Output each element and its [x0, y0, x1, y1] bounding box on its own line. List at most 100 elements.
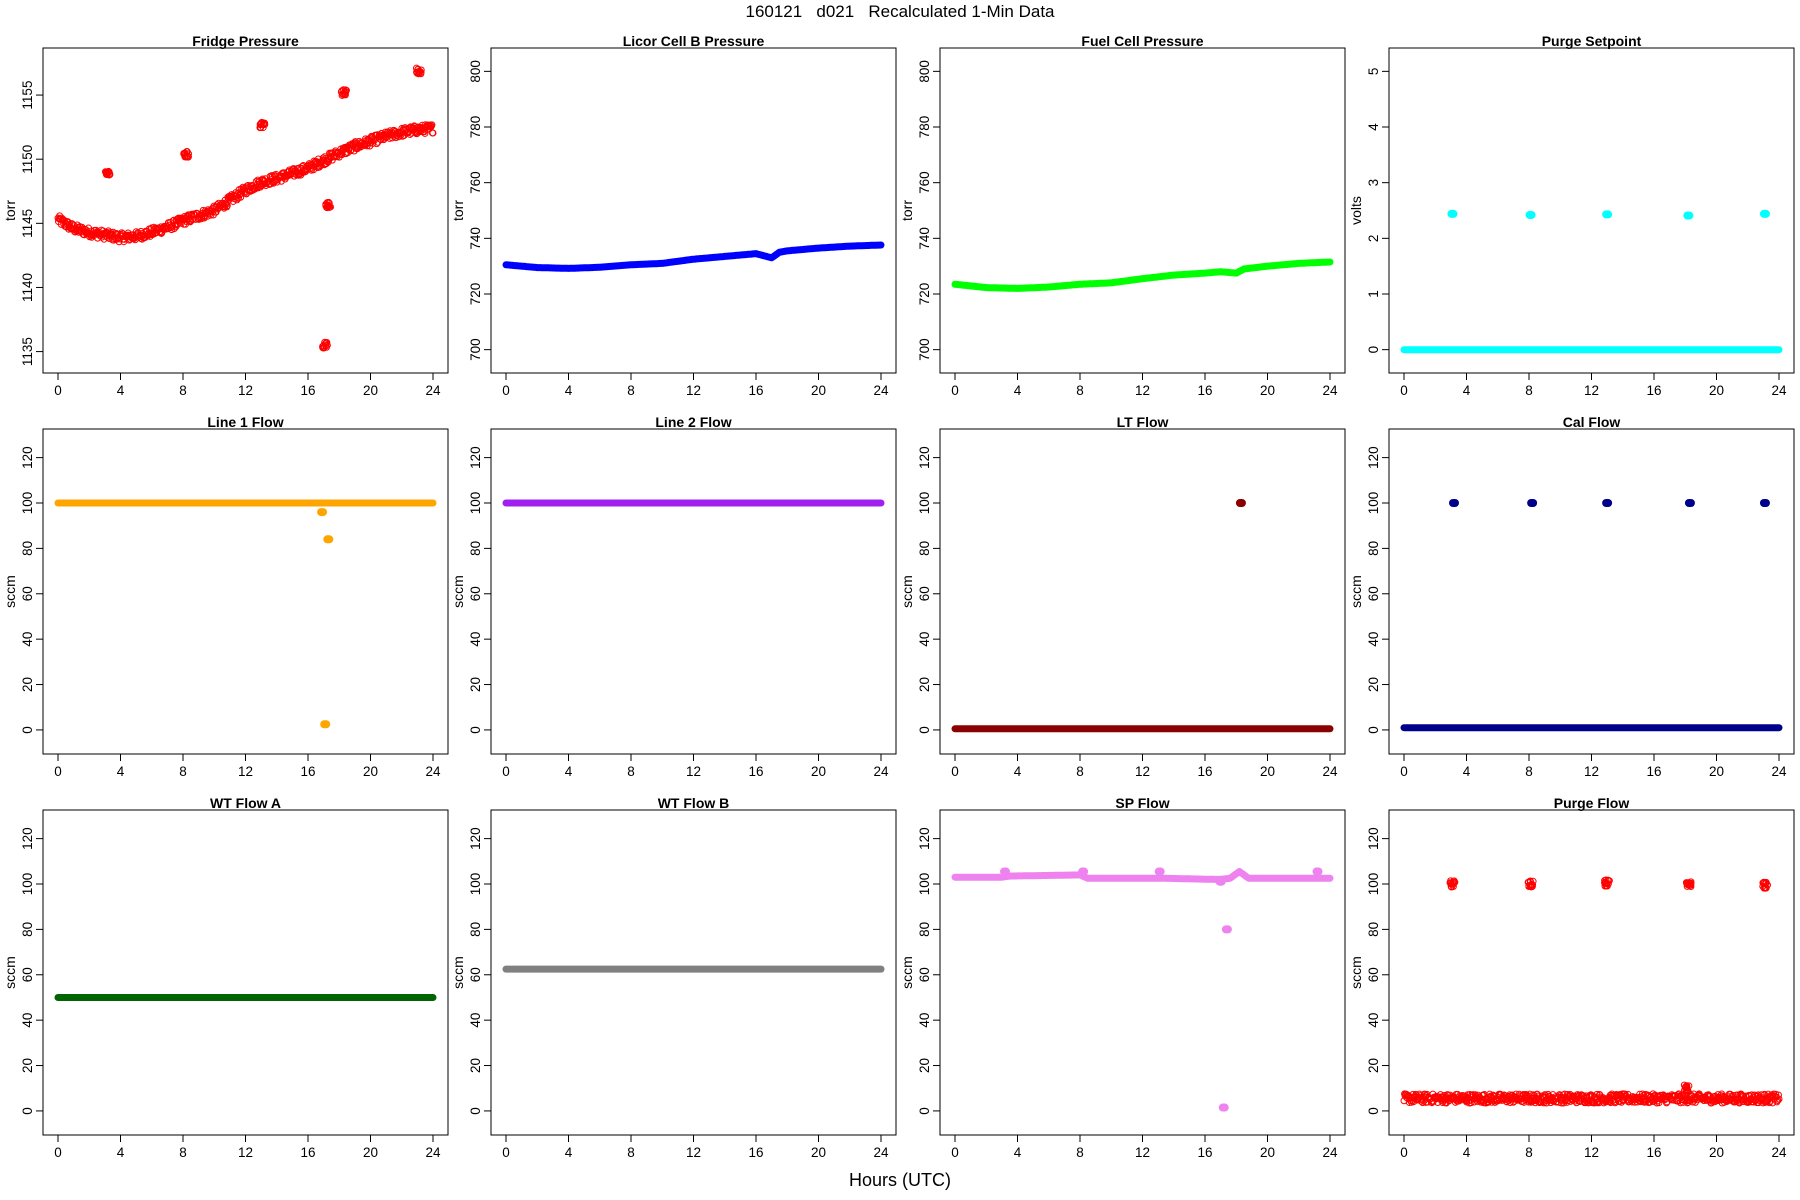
data-point	[428, 121, 436, 129]
x-tick-label: 8	[179, 1145, 187, 1160]
y-tick-label: 80	[20, 541, 35, 556]
y-tick-label: 700	[917, 338, 932, 361]
data-point	[1686, 881, 1694, 889]
data-point	[1759, 209, 1770, 218]
y-tick-label: 3	[1366, 179, 1381, 187]
y-tick-label: 720	[468, 283, 483, 306]
plot-frame	[939, 47, 1346, 374]
data-point	[1419, 1099, 1427, 1107]
y-tick-label: 780	[468, 116, 483, 139]
plot-frame	[939, 428, 1346, 755]
data-point	[1527, 499, 1538, 507]
data-point	[1447, 879, 1455, 887]
x-tick-label: 24	[1322, 383, 1338, 398]
data-point	[68, 220, 76, 228]
panel-title: WT Flow B	[658, 795, 730, 811]
data-point	[1446, 879, 1454, 887]
data-point	[1447, 883, 1455, 891]
y-tick-label: 80	[1366, 922, 1381, 937]
data-point	[1000, 867, 1010, 876]
x-tick-label: 24	[1322, 1145, 1338, 1160]
y-tick-label: 80	[468, 541, 483, 556]
y-tick-label: 80	[1366, 541, 1381, 556]
y-tick-label: 20	[1366, 677, 1381, 692]
y-tick-label: 120	[20, 446, 35, 469]
x-tick-label: 20	[1260, 1145, 1275, 1160]
y-tick-label: 40	[468, 1013, 483, 1028]
y-tick-label: 20	[917, 677, 932, 692]
x-tick-label: 8	[1076, 383, 1084, 398]
plot-frame	[1388, 428, 1795, 755]
y-tick-label: 120	[1366, 446, 1381, 469]
x-tick-label: 8	[1525, 764, 1533, 779]
data-point	[104, 169, 112, 177]
x-tick-label: 4	[117, 383, 125, 398]
series-band	[502, 241, 885, 272]
chart-panel: WT Flow A sccm 0 4 8 12 16 20 24 0 20 40 60 80 100 120	[2, 795, 449, 1160]
data-point	[1526, 878, 1534, 886]
x-tick-label: 0	[502, 1145, 510, 1160]
y-tick-label: 100	[468, 492, 483, 515]
data-point	[1312, 867, 1323, 876]
data-point	[1526, 1090, 1534, 1098]
data-point	[1683, 1082, 1691, 1090]
x-tick-label: 4	[565, 1145, 573, 1160]
y-tick-label: 40	[917, 1013, 932, 1028]
y-tick-label: 0	[20, 1107, 35, 1115]
chart-panel: Licor Cell B Pressure torr 0 4 8 12 16 20 24 700 7…	[450, 33, 897, 398]
x-tick-label: 0	[1400, 383, 1408, 398]
y-tick-label: 60	[468, 586, 483, 601]
x-tick-label: 0	[54, 383, 62, 398]
y-tick-label: 40	[1366, 1013, 1381, 1028]
data-point	[320, 720, 331, 729]
x-tick-label: 24	[1771, 383, 1787, 398]
data-point	[1235, 499, 1246, 507]
y-axis-label: sccm	[450, 575, 466, 608]
x-tick-label: 12	[238, 383, 253, 398]
x-tick-label: 0	[1400, 1145, 1408, 1160]
panel-title: Fridge Pressure	[192, 33, 299, 49]
y-axis-label: torr	[899, 200, 915, 221]
panel-title: WT Flow A	[210, 795, 281, 811]
data-point	[237, 193, 245, 201]
data-point	[1218, 1103, 1229, 1112]
y-tick-label: 1150	[20, 145, 35, 174]
x-tick-label: 4	[1014, 764, 1022, 779]
data-point	[1078, 867, 1089, 876]
x-tick-label: 0	[54, 764, 62, 779]
data-point	[1451, 878, 1459, 886]
data-point	[1154, 867, 1165, 876]
y-tick-label: 0	[468, 726, 483, 734]
x-tick-label: 0	[502, 383, 510, 398]
data-point	[416, 67, 424, 75]
y-tick-label: 2	[1366, 235, 1381, 243]
x-tick-label: 20	[811, 383, 826, 398]
y-tick-label: 0	[917, 1107, 932, 1115]
y-tick-label: 60	[1366, 967, 1381, 982]
x-tick-label: 8	[1076, 1145, 1084, 1160]
y-tick-label: 60	[20, 967, 35, 982]
y-tick-label: 0	[917, 726, 932, 734]
x-tick-label: 8	[627, 383, 635, 398]
x-tick-label: 24	[425, 383, 441, 398]
y-tick-label: 40	[20, 1013, 35, 1028]
data-series	[1400, 876, 1783, 1107]
data-point	[180, 150, 188, 158]
y-tick-label: 720	[917, 283, 932, 306]
data-point	[321, 338, 329, 346]
data-point	[1759, 499, 1770, 507]
y-tick-label: 0	[1366, 346, 1381, 354]
y-axis-label: volts	[1348, 196, 1364, 225]
data-point	[323, 199, 331, 207]
data-series	[951, 867, 1334, 1112]
x-tick-label: 24	[1771, 764, 1787, 779]
x-tick-label: 0	[951, 1145, 959, 1160]
y-tick-label: 120	[917, 446, 932, 469]
y-tick-label: 20	[468, 677, 483, 692]
y-tick-label: 80	[468, 922, 483, 937]
x-tick-label: 24	[425, 1145, 441, 1160]
x-tick-label: 20	[363, 764, 378, 779]
x-tick-label: 16	[1197, 383, 1212, 398]
data-point	[421, 129, 429, 137]
